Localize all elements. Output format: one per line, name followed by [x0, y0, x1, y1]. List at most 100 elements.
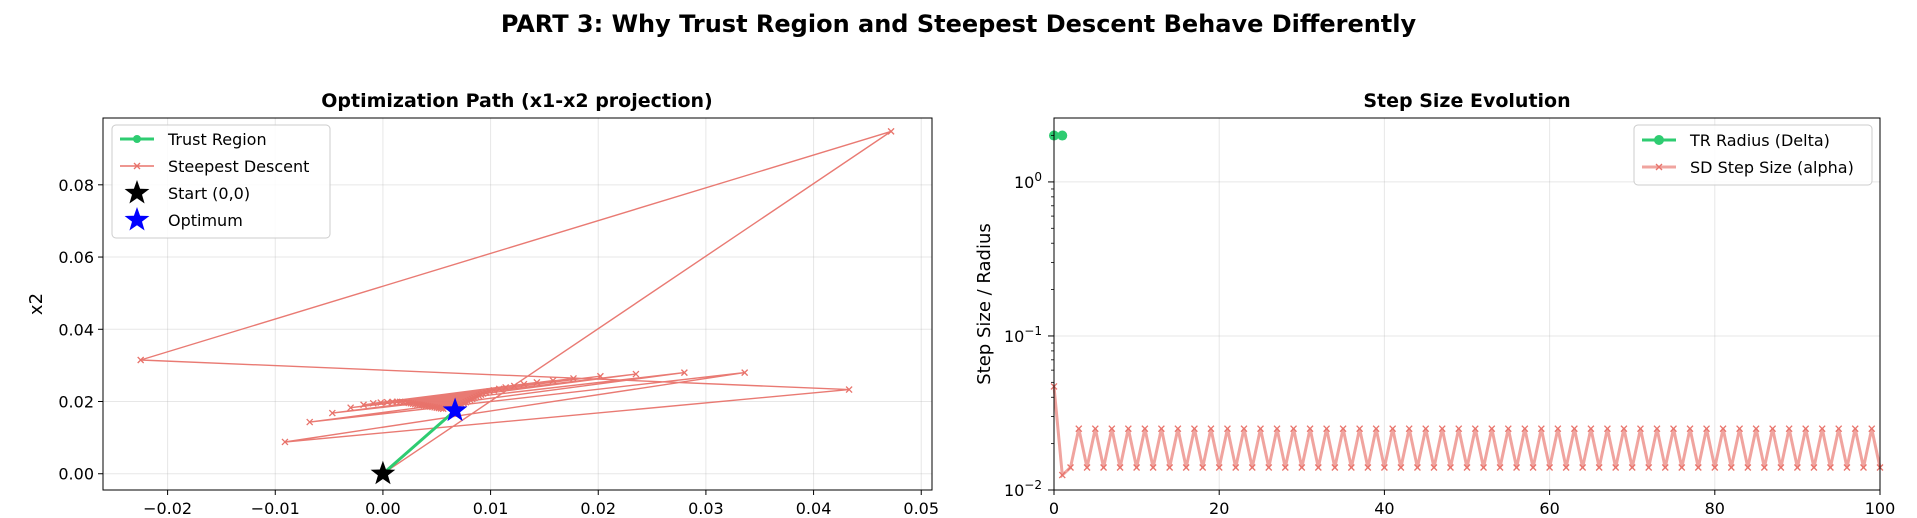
sd-step-size-point [1752, 425, 1760, 433]
steepest-descent-point-b [437, 404, 445, 412]
sd-step-size-point [1380, 464, 1388, 471]
sd-step-size-point-b [1290, 425, 1297, 433]
sd-step-size-point [1810, 464, 1818, 471]
sd-step-size-point-b [1843, 464, 1851, 471]
step-x-tick-label: 0 [1049, 499, 1059, 518]
path-x-tick-label: 0.04 [796, 499, 832, 518]
sd-step-size-point [1826, 464, 1834, 471]
legend-tr-radius-marker [1654, 135, 1664, 145]
sd-step-size-point [1281, 464, 1289, 471]
sd-step-size-point [1587, 425, 1595, 433]
sd-step-size-point [1108, 425, 1116, 433]
sd-step-size-point [1083, 464, 1091, 471]
step-x-tick-label: 80 [1705, 499, 1725, 518]
steepest-descent-point [281, 438, 289, 446]
path-legend-label: Steepest Descent [168, 157, 309, 176]
sd-step-size-point [1075, 425, 1083, 433]
steepest-descent-point [845, 386, 853, 394]
sd-step-size-point-b [1273, 425, 1281, 433]
sd-step-size-point [1133, 464, 1141, 471]
sd-step-size-point [1719, 425, 1727, 433]
sd-step-size-point [1480, 464, 1487, 471]
sd-step-size-point-b [1124, 425, 1132, 433]
sd-step-size-point-b [1579, 464, 1587, 471]
sd-step-size-point-b [1835, 425, 1843, 433]
step-x-tick-label: 20 [1209, 499, 1229, 518]
steepest-descent-point [360, 401, 368, 409]
sd-step-size-point-b [1331, 464, 1339, 471]
steepest-descent-line [140, 130, 892, 475]
path-x-tick-label: 0.02 [580, 499, 616, 518]
sd-step-size-point-b [1480, 464, 1487, 471]
sd-step-size-point-b [1463, 464, 1471, 471]
sd-step-size-point [1290, 425, 1297, 433]
sd-step-size-point-b [1215, 464, 1223, 471]
steepest-descent-point [328, 409, 336, 417]
sd-step-size-point [1430, 464, 1438, 471]
sd-step-size-point [1356, 425, 1364, 433]
sd-step-size-point [1711, 464, 1719, 471]
sd-step-size-point-b [1785, 425, 1793, 433]
sd-step-size-point [1851, 425, 1859, 433]
sd-step-size-point-b [1686, 425, 1694, 433]
steepest-descent-point [680, 369, 688, 377]
steepest-descent-point-b [510, 382, 518, 390]
sd-step-size-point-b [1513, 464, 1521, 471]
sd-step-size-point-b [1612, 464, 1620, 471]
sd-step-size-point [1224, 425, 1231, 433]
sd-step-size-point-b [1075, 425, 1083, 433]
sd-step-size-point-b [1496, 464, 1504, 471]
steepest-descent-point [495, 385, 503, 393]
sd-step-size-point-b [1719, 425, 1727, 433]
sd-step-size-point [1471, 425, 1479, 433]
steepest-descent-point [887, 127, 895, 135]
sd-step-size-point [1182, 464, 1190, 471]
tr-radius-point [1057, 130, 1068, 141]
sd-step-size-point [1620, 425, 1628, 433]
sd-step-size-point [1694, 464, 1702, 471]
sd-step-size-point-b [1818, 425, 1826, 433]
sd-step-size-point [1389, 425, 1397, 433]
sd-step-size-point [1727, 464, 1735, 471]
steepest-descent-point-b [845, 386, 853, 394]
path-chart: −0.02 −0.01 0.00 0.01 0.02 0.03 0.04 0.05 0.000… [26, 90, 939, 518]
sd-step-size-point-b [1868, 425, 1876, 433]
step-series [1049, 130, 1884, 479]
sd-step-size-point-b [1149, 464, 1157, 471]
steepest-descent-point [570, 374, 577, 382]
steepest-descent-point-b [377, 399, 385, 407]
step-legend-box [1633, 124, 1873, 186]
steepest-descent-point [520, 380, 528, 388]
sd-step-size-point [1777, 464, 1785, 471]
steepest-descent-point-b [533, 378, 541, 386]
path-legend-label: Start (0,0) [168, 184, 250, 203]
sd-step-size-point [1347, 464, 1355, 471]
sd-step-size-point-b [1587, 425, 1595, 433]
sd-step-size-point-b [1232, 464, 1240, 471]
sd-step-size-point [1744, 464, 1752, 471]
steepest-descent-point [347, 404, 355, 412]
sd-step-size-point-b [1554, 425, 1562, 433]
step-y-tick-exponent: −2 [1024, 478, 1042, 492]
sd-step-size-point-b [1133, 464, 1141, 471]
legend-steepest-descent-marker-b [133, 162, 141, 170]
step-x-tick-label: 60 [1539, 499, 1559, 518]
path-y-tick-label: 0.00 [58, 465, 94, 484]
sd-step-size-point [1463, 464, 1471, 471]
steepest-descent-point [306, 418, 314, 426]
step-legend: TR Radius (Delta) SD Step Size (alpha) [1633, 124, 1873, 186]
steepest-descent-point-b [570, 374, 577, 382]
step-x-tick-label: 100 [1865, 499, 1896, 518]
sd-step-size-point [1562, 464, 1570, 471]
sd-step-size-point-b [1265, 464, 1273, 471]
sd-step-size-point [1413, 464, 1421, 471]
sd-step-size-point-b [1802, 425, 1810, 433]
path-x-tick-label: 0.00 [365, 499, 401, 518]
sd-step-size-point [1397, 464, 1405, 471]
steepest-descent-point-b [495, 385, 503, 393]
sd-step-size-point-b [1190, 425, 1198, 433]
sd-step-size-point-b [1199, 464, 1207, 471]
steepest-descent-point-b [399, 398, 407, 406]
sd-step-size-point [1240, 425, 1248, 433]
sd-step-size-point-b [1397, 464, 1405, 471]
